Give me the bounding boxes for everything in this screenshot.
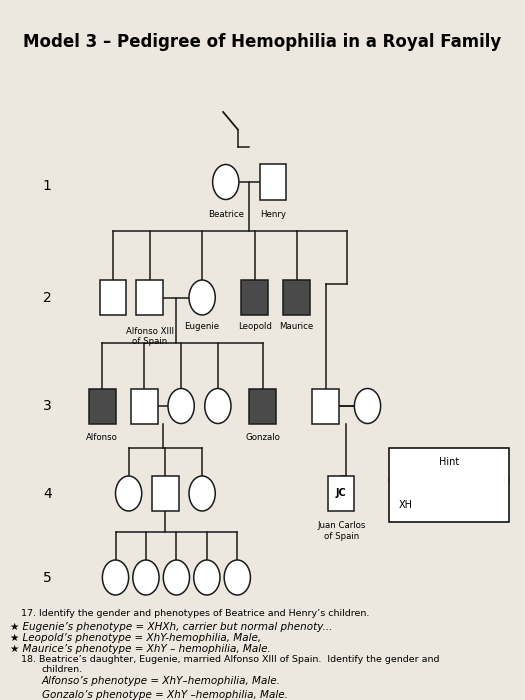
Circle shape bbox=[205, 389, 231, 424]
Text: Beatrice: Beatrice bbox=[208, 210, 244, 219]
Text: Leopold: Leopold bbox=[238, 322, 271, 331]
Circle shape bbox=[224, 560, 250, 595]
Bar bbox=[242, 280, 268, 315]
Bar bbox=[100, 280, 126, 315]
Text: Gonzalo: Gonzalo bbox=[245, 433, 280, 442]
Bar bbox=[136, 280, 163, 315]
Bar bbox=[328, 476, 354, 511]
Text: 18. Beatrice’s daughter, Eugenie, married Alfonso XIII of Spain.  Identify the g: 18. Beatrice’s daughter, Eugenie, marrie… bbox=[21, 655, 439, 664]
Text: ★ Maurice’s phenotype = XhY – hemophilia, Male.: ★ Maurice’s phenotype = XhY – hemophilia… bbox=[10, 644, 271, 654]
Circle shape bbox=[168, 389, 194, 424]
Bar bbox=[131, 389, 158, 424]
Text: Juan Carlos
of Spain: Juan Carlos of Spain bbox=[317, 522, 365, 541]
Text: Alfonso’s phenotype = XhY–hemophilia, Male.: Alfonso’s phenotype = XhY–hemophilia, Ma… bbox=[42, 676, 281, 686]
Text: Henry: Henry bbox=[260, 210, 286, 219]
Bar bbox=[284, 280, 310, 315]
Text: ★ Leopold’s phenotype = XhY-hemophilia, Male,: ★ Leopold’s phenotype = XhY-hemophilia, … bbox=[10, 633, 261, 643]
Circle shape bbox=[213, 164, 239, 200]
Bar bbox=[152, 476, 179, 511]
Circle shape bbox=[354, 389, 381, 424]
Text: Eugenie: Eugenie bbox=[185, 322, 219, 331]
Text: Alfonso XIII
of Spain: Alfonso XIII of Spain bbox=[125, 327, 174, 346]
Text: Alfonso: Alfonso bbox=[87, 433, 118, 442]
Text: 1: 1 bbox=[43, 178, 51, 192]
Circle shape bbox=[163, 560, 190, 595]
Circle shape bbox=[189, 280, 215, 315]
Text: Maurice: Maurice bbox=[279, 322, 314, 331]
Circle shape bbox=[133, 560, 159, 595]
Text: 2: 2 bbox=[43, 290, 51, 304]
Text: 4: 4 bbox=[43, 486, 51, 500]
Bar bbox=[260, 164, 286, 200]
Text: Model 3 – Pedigree of Hemophilia in a Royal Family: Model 3 – Pedigree of Hemophilia in a Ro… bbox=[24, 33, 501, 51]
Text: XH: XH bbox=[399, 500, 413, 510]
Text: children.: children. bbox=[42, 665, 83, 674]
Text: Hint: Hint bbox=[439, 457, 459, 467]
Bar bbox=[249, 389, 276, 424]
Circle shape bbox=[189, 476, 215, 511]
Text: 3: 3 bbox=[43, 399, 51, 413]
Bar bbox=[312, 389, 339, 424]
Bar bbox=[388, 448, 509, 522]
Text: Gonzalo’s phenotype = XhY –hemophilia, Male.: Gonzalo’s phenotype = XhY –hemophilia, M… bbox=[42, 690, 288, 700]
Bar bbox=[89, 389, 116, 424]
Text: 17. Identify the gender and phenotypes of Beatrice and Henry’s children.: 17. Identify the gender and phenotypes o… bbox=[21, 609, 370, 618]
Text: 5: 5 bbox=[43, 570, 51, 584]
Text: ★ Eugenie’s phenotype = XHXh, carrier but normal phenoty...: ★ Eugenie’s phenotype = XHXh, carrier bu… bbox=[10, 622, 333, 631]
Circle shape bbox=[116, 476, 142, 511]
Text: JC: JC bbox=[336, 489, 346, 498]
Circle shape bbox=[102, 560, 129, 595]
Circle shape bbox=[194, 560, 220, 595]
